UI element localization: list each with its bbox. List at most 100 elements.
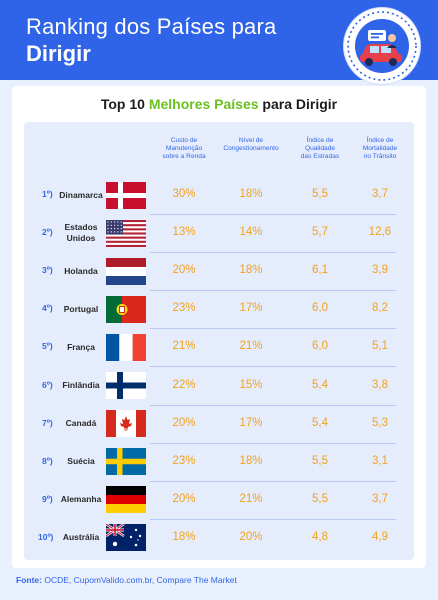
column-header-line: Qualidade <box>304 145 336 152</box>
australia-flag <box>105 523 146 552</box>
sweden-flag <box>106 448 146 476</box>
table-cell-value: 20% <box>172 416 196 429</box>
country-name: França <box>56 342 106 353</box>
rank-label: 6º) <box>42 379 53 390</box>
column-header-line: Índice de <box>366 137 394 144</box>
table-cell-value: 5,3 <box>372 416 388 429</box>
country-name-line: Alemanha <box>60 494 102 505</box>
column-header-line: Mortalidade <box>362 145 398 152</box>
table-cell-value: 3,7 <box>372 188 388 200</box>
table-cell-value: 5,5 <box>312 454 328 467</box>
table-cell-value: 5,7 <box>312 226 328 239</box>
country-name: Alemanha <box>56 494 106 505</box>
country-name-line: França <box>67 341 95 352</box>
column-header-line: Manutenção <box>165 145 203 152</box>
car-driver-badge-icon <box>344 8 420 84</box>
table-cell-value: 6,0 <box>312 340 328 353</box>
source-text: OCDE, CupomValido.com.br, Compare The Ma… <box>41 575 237 585</box>
table-cell-value: 5,4 <box>312 378 328 391</box>
table-cell-value: 3,9 <box>372 264 388 277</box>
table-cell-value: 17% <box>239 302 263 315</box>
table-cell-value: 3,7 <box>372 492 388 505</box>
table-cell-value: 3,8 <box>372 378 388 391</box>
source-note: Fonte: OCDE, CupomValido.com.br, Compare… <box>16 575 237 585</box>
country-name-line: Dinamarca <box>59 189 103 200</box>
table-cell-value: 17% <box>239 416 263 429</box>
country-name: Portugal <box>56 304 106 315</box>
table-cell-value: 18% <box>239 454 263 467</box>
country-name-line: Canadá <box>65 418 97 429</box>
table-cell-value: 20% <box>239 530 263 543</box>
canada-flag <box>106 410 146 438</box>
source-label: Fonte: <box>16 575 42 585</box>
row-divider <box>150 442 396 444</box>
column-header-line: Índice de <box>306 137 334 144</box>
column-header-line: sobre a Renda <box>162 153 206 160</box>
country-name-line: Holanda <box>64 265 98 276</box>
table-cell-value: 8,2 <box>372 302 388 315</box>
denmark-flag <box>106 181 146 209</box>
table-cell-value: 21% <box>239 492 263 505</box>
table-cell-value: 3,1 <box>372 454 388 467</box>
country-name-line: Portugal <box>63 303 99 314</box>
card-title-prefix: Top 10 <box>100 96 149 112</box>
country-name-line: Finlândia <box>62 380 100 390</box>
country-name: Suécia <box>56 456 106 467</box>
table-cell-value: 13% <box>172 226 196 239</box>
rank-label: 3º) <box>42 265 53 276</box>
card-title-suffix: para Dirigir <box>258 96 338 112</box>
rank-label: 1º) <box>42 189 53 199</box>
rank-label: 8º) <box>42 455 53 466</box>
rank-label: 10º) <box>38 531 54 542</box>
column-header-line: Nível de <box>238 137 264 144</box>
rank-label: 4º) <box>42 303 53 314</box>
row-divider <box>150 480 396 482</box>
table-cell-value: 6,1 <box>312 264 328 277</box>
table-cell-value: 5,5 <box>312 492 328 505</box>
row-divider <box>150 366 396 368</box>
row-divider <box>150 214 396 216</box>
table-cell-value: 21% <box>239 340 263 353</box>
column-header-congestion: Nível de Congestionamento <box>216 137 286 153</box>
country-name: Estados Unidos <box>56 222 106 244</box>
table-cell-value: 5,5 <box>312 188 328 200</box>
table-cell-value: 12,6 <box>368 226 392 239</box>
country-name-line: Suécia <box>67 456 95 467</box>
table-cell-value: 4,9 <box>372 530 388 543</box>
ranking-table <box>24 122 414 560</box>
table-cell-value: 18% <box>239 188 263 200</box>
table-cell-value: 5,1 <box>372 340 388 353</box>
netherlands-flag <box>106 257 146 285</box>
rank-label: 5º) <box>42 341 53 352</box>
card-title-highlight: Melhores Países <box>148 96 259 112</box>
country-name: Austrália <box>56 532 106 543</box>
country-name: Holanda <box>56 266 106 277</box>
germany-flag <box>106 486 146 514</box>
country-name: Dinamarca <box>56 190 106 201</box>
row-divider <box>150 328 396 330</box>
finland-flag <box>106 372 146 399</box>
rank-label: 9º) <box>42 493 53 504</box>
row-divider <box>150 290 396 292</box>
table-cell-value: 21% <box>172 340 196 353</box>
france-flag <box>106 333 146 361</box>
portugal-flag <box>106 295 146 323</box>
table-cell-value: 30% <box>172 188 196 200</box>
column-header-line: Congestionamento <box>223 145 279 152</box>
row-divider <box>150 518 396 520</box>
rank-label: 2º) <box>42 227 53 238</box>
table-cell-value: 14% <box>239 226 263 239</box>
column-header-road-quality: Índice de Qualidade das Estradas <box>290 137 350 161</box>
table-cell-value: 4,8 <box>312 530 328 543</box>
usa-flag <box>106 219 146 247</box>
table-cell-value: 23% <box>172 454 196 467</box>
country-name-line: Austrália <box>62 532 100 543</box>
country-name-line: Unidos <box>66 233 96 244</box>
table-cell-value: 22% <box>172 378 196 391</box>
column-header-line: das Estradas <box>300 153 340 160</box>
country-name: Canadá <box>56 418 106 429</box>
column-header-maintenance-cost: Custo de Manutenção sobre a Renda <box>154 137 214 161</box>
table-cell-value: 5,4 <box>312 416 328 429</box>
row-divider <box>150 252 396 254</box>
header-banner: Ranking dos Países para Dirigir <box>0 0 438 84</box>
